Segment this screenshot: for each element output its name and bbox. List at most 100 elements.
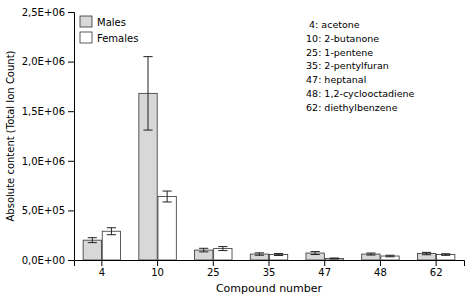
error-bar	[330, 258, 339, 260]
error-cap	[274, 255, 283, 256]
error-line	[222, 247, 223, 251]
bar	[362, 254, 380, 260]
x-tick-mark	[269, 260, 270, 266]
x-tick-mark	[101, 260, 102, 266]
error-cap	[422, 252, 431, 253]
y-tick: 5,0E+05	[22, 205, 74, 216]
y-tick-label: 2,5E+06	[22, 7, 65, 18]
y-tick-label: 1,5E+06	[22, 106, 65, 117]
y-tick-mark	[68, 111, 74, 112]
error-cap	[199, 251, 208, 252]
x-tick-mark	[380, 260, 381, 266]
y-tick-label: 2,0E+06	[22, 56, 65, 67]
annotation-line: 25: 1-pentene	[306, 47, 373, 58]
error-bar	[107, 228, 116, 235]
error-cap	[385, 255, 394, 256]
x-axis-line	[75, 261, 465, 267]
y-tick-mark	[68, 260, 74, 261]
y-axis-title: Absolute content (Total Ion Count)	[5, 50, 16, 221]
legend-label: Females	[97, 33, 138, 44]
bar	[250, 254, 268, 260]
error-cap	[330, 258, 339, 259]
error-bar	[163, 191, 172, 202]
bar	[306, 253, 324, 260]
x-tick-mark	[436, 260, 437, 266]
annotation-line: 48: 1,2-cyclooctadiene	[306, 88, 414, 99]
x-tick-label: 48	[374, 267, 387, 278]
annotation: 4: acetone10: 2-butanone25: 1-pentene35:…	[306, 19, 414, 113]
error-cap	[218, 250, 227, 251]
annotation-line: 47: heptanal	[306, 74, 366, 85]
error-line	[203, 248, 204, 252]
error-bar	[422, 252, 431, 254]
y-tick: 2,0E+06	[22, 56, 74, 67]
legend-label: Males	[97, 17, 126, 28]
error-cap	[441, 253, 450, 254]
series	[83, 57, 436, 260]
error-cap	[107, 234, 116, 235]
legend: Males Females	[80, 16, 138, 44]
x-tick-mark	[324, 260, 325, 266]
error-cap	[255, 252, 264, 253]
x-tick: 35	[263, 260, 276, 278]
legend-item: Males	[80, 16, 126, 28]
bar	[269, 255, 287, 260]
error-bar	[88, 238, 97, 243]
error-cap	[88, 242, 97, 243]
x-tick-label: 4	[99, 267, 105, 278]
error-bar	[366, 253, 375, 255]
annotation-line: 10: 2-butanone	[306, 33, 379, 44]
x-tick: 47	[318, 260, 331, 278]
y-tick-label: 1,0E+06	[22, 156, 65, 167]
error-cap	[422, 254, 431, 255]
error-cap	[311, 251, 320, 252]
x-tick-label: 35	[263, 267, 276, 278]
y-tick: 1,0E+06	[22, 156, 74, 167]
error-bar	[143, 57, 152, 130]
y-tick: 2,5E+06	[22, 7, 74, 18]
bar	[437, 255, 455, 260]
error-cap	[199, 248, 208, 249]
bar	[158, 197, 176, 260]
marks	[83, 57, 455, 260]
y-tick-label: 5,0E+05	[22, 205, 65, 216]
y-tick-mark	[68, 210, 74, 211]
error-cap	[274, 253, 283, 254]
y-tick-mark	[68, 12, 74, 13]
y-axis: 0,0E+00 5,0E+05 1,0E+06 1,5E+06 2,0E+06 2,5E+…	[22, 7, 75, 266]
x-tick: 48	[374, 260, 387, 278]
chart: 0,0E+00 5,0E+05 1,0E+06 1,5E+06 2,0E+06 2,5E+…	[0, 0, 474, 300]
x-tick-label: 62	[430, 267, 443, 278]
error-bar	[199, 248, 208, 252]
bar	[83, 240, 101, 260]
error-line	[167, 191, 168, 202]
series	[102, 191, 455, 260]
error-cap	[255, 255, 264, 256]
error-cap	[366, 253, 375, 254]
x-tick-mark	[157, 260, 158, 266]
y-tick: 0,0E+00	[22, 255, 74, 266]
y-tick: 1,5E+06	[22, 106, 74, 117]
error-cap	[163, 191, 172, 192]
legend-swatch	[80, 16, 92, 27]
x-tick-label: 10	[151, 267, 164, 278]
annotation-line: 62: diethylbenzene	[306, 102, 398, 113]
x-tick-label: 25	[207, 267, 220, 278]
legend-item: Females	[80, 32, 138, 44]
x-tick: 25	[207, 260, 220, 278]
x-tick-label: 47	[318, 267, 331, 278]
bar	[195, 250, 213, 260]
annotation-line: 35: 2-pentylfuran	[306, 60, 389, 71]
error-bar	[385, 255, 394, 257]
x-axis: 4 10 25 35 47 48 62	[75, 260, 465, 278]
error-line	[148, 57, 149, 130]
error-cap	[441, 255, 450, 256]
plot: 0,0E+00 5,0E+05 1,0E+06 1,5E+06 2,0E+06 2,5E+…	[22, 7, 465, 295]
error-cap	[366, 255, 375, 256]
error-cap	[107, 227, 116, 228]
y-tick-mark	[68, 161, 74, 162]
bar	[381, 256, 399, 260]
x-tick: 10	[151, 260, 164, 278]
bar	[417, 254, 435, 260]
y-axis-line	[68, 13, 75, 261]
